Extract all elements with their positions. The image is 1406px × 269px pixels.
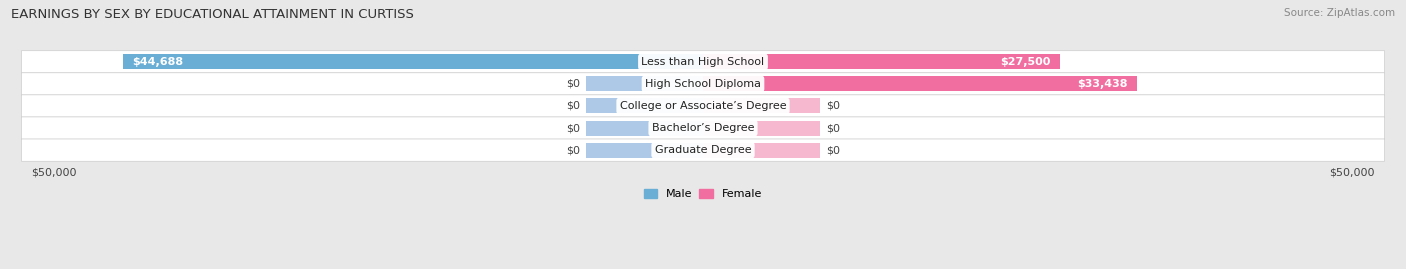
Bar: [703, 54, 1060, 69]
Text: $33,438: $33,438: [1077, 79, 1128, 89]
Text: College or Associate’s Degree: College or Associate’s Degree: [620, 101, 786, 111]
Text: $0: $0: [565, 123, 579, 133]
Bar: [586, 121, 703, 136]
Text: $0: $0: [565, 101, 579, 111]
Text: High School Diploma: High School Diploma: [645, 79, 761, 89]
Bar: [586, 143, 703, 158]
Bar: [586, 76, 703, 91]
FancyBboxPatch shape: [21, 73, 1385, 95]
Text: Graduate Degree: Graduate Degree: [655, 145, 751, 155]
FancyBboxPatch shape: [21, 51, 1385, 73]
Bar: [703, 121, 820, 136]
Bar: [703, 76, 1137, 91]
FancyBboxPatch shape: [21, 95, 1385, 117]
Text: Bachelor’s Degree: Bachelor’s Degree: [652, 123, 754, 133]
Text: $0: $0: [827, 145, 841, 155]
Bar: [586, 98, 703, 114]
Text: $0: $0: [565, 79, 579, 89]
FancyBboxPatch shape: [21, 139, 1385, 161]
Text: $0: $0: [827, 101, 841, 111]
FancyBboxPatch shape: [21, 117, 1385, 139]
Legend: Male, Female: Male, Female: [640, 185, 766, 204]
Bar: [703, 143, 820, 158]
Text: $27,500: $27,500: [1000, 57, 1050, 67]
Text: $0: $0: [565, 145, 579, 155]
Text: Source: ZipAtlas.com: Source: ZipAtlas.com: [1284, 8, 1395, 18]
Text: Less than High School: Less than High School: [641, 57, 765, 67]
Text: $44,688: $44,688: [132, 57, 184, 67]
Bar: [703, 98, 820, 114]
Text: $0: $0: [827, 123, 841, 133]
Text: EARNINGS BY SEX BY EDUCATIONAL ATTAINMENT IN CURTISS: EARNINGS BY SEX BY EDUCATIONAL ATTAINMEN…: [11, 8, 415, 21]
Bar: [122, 54, 703, 69]
